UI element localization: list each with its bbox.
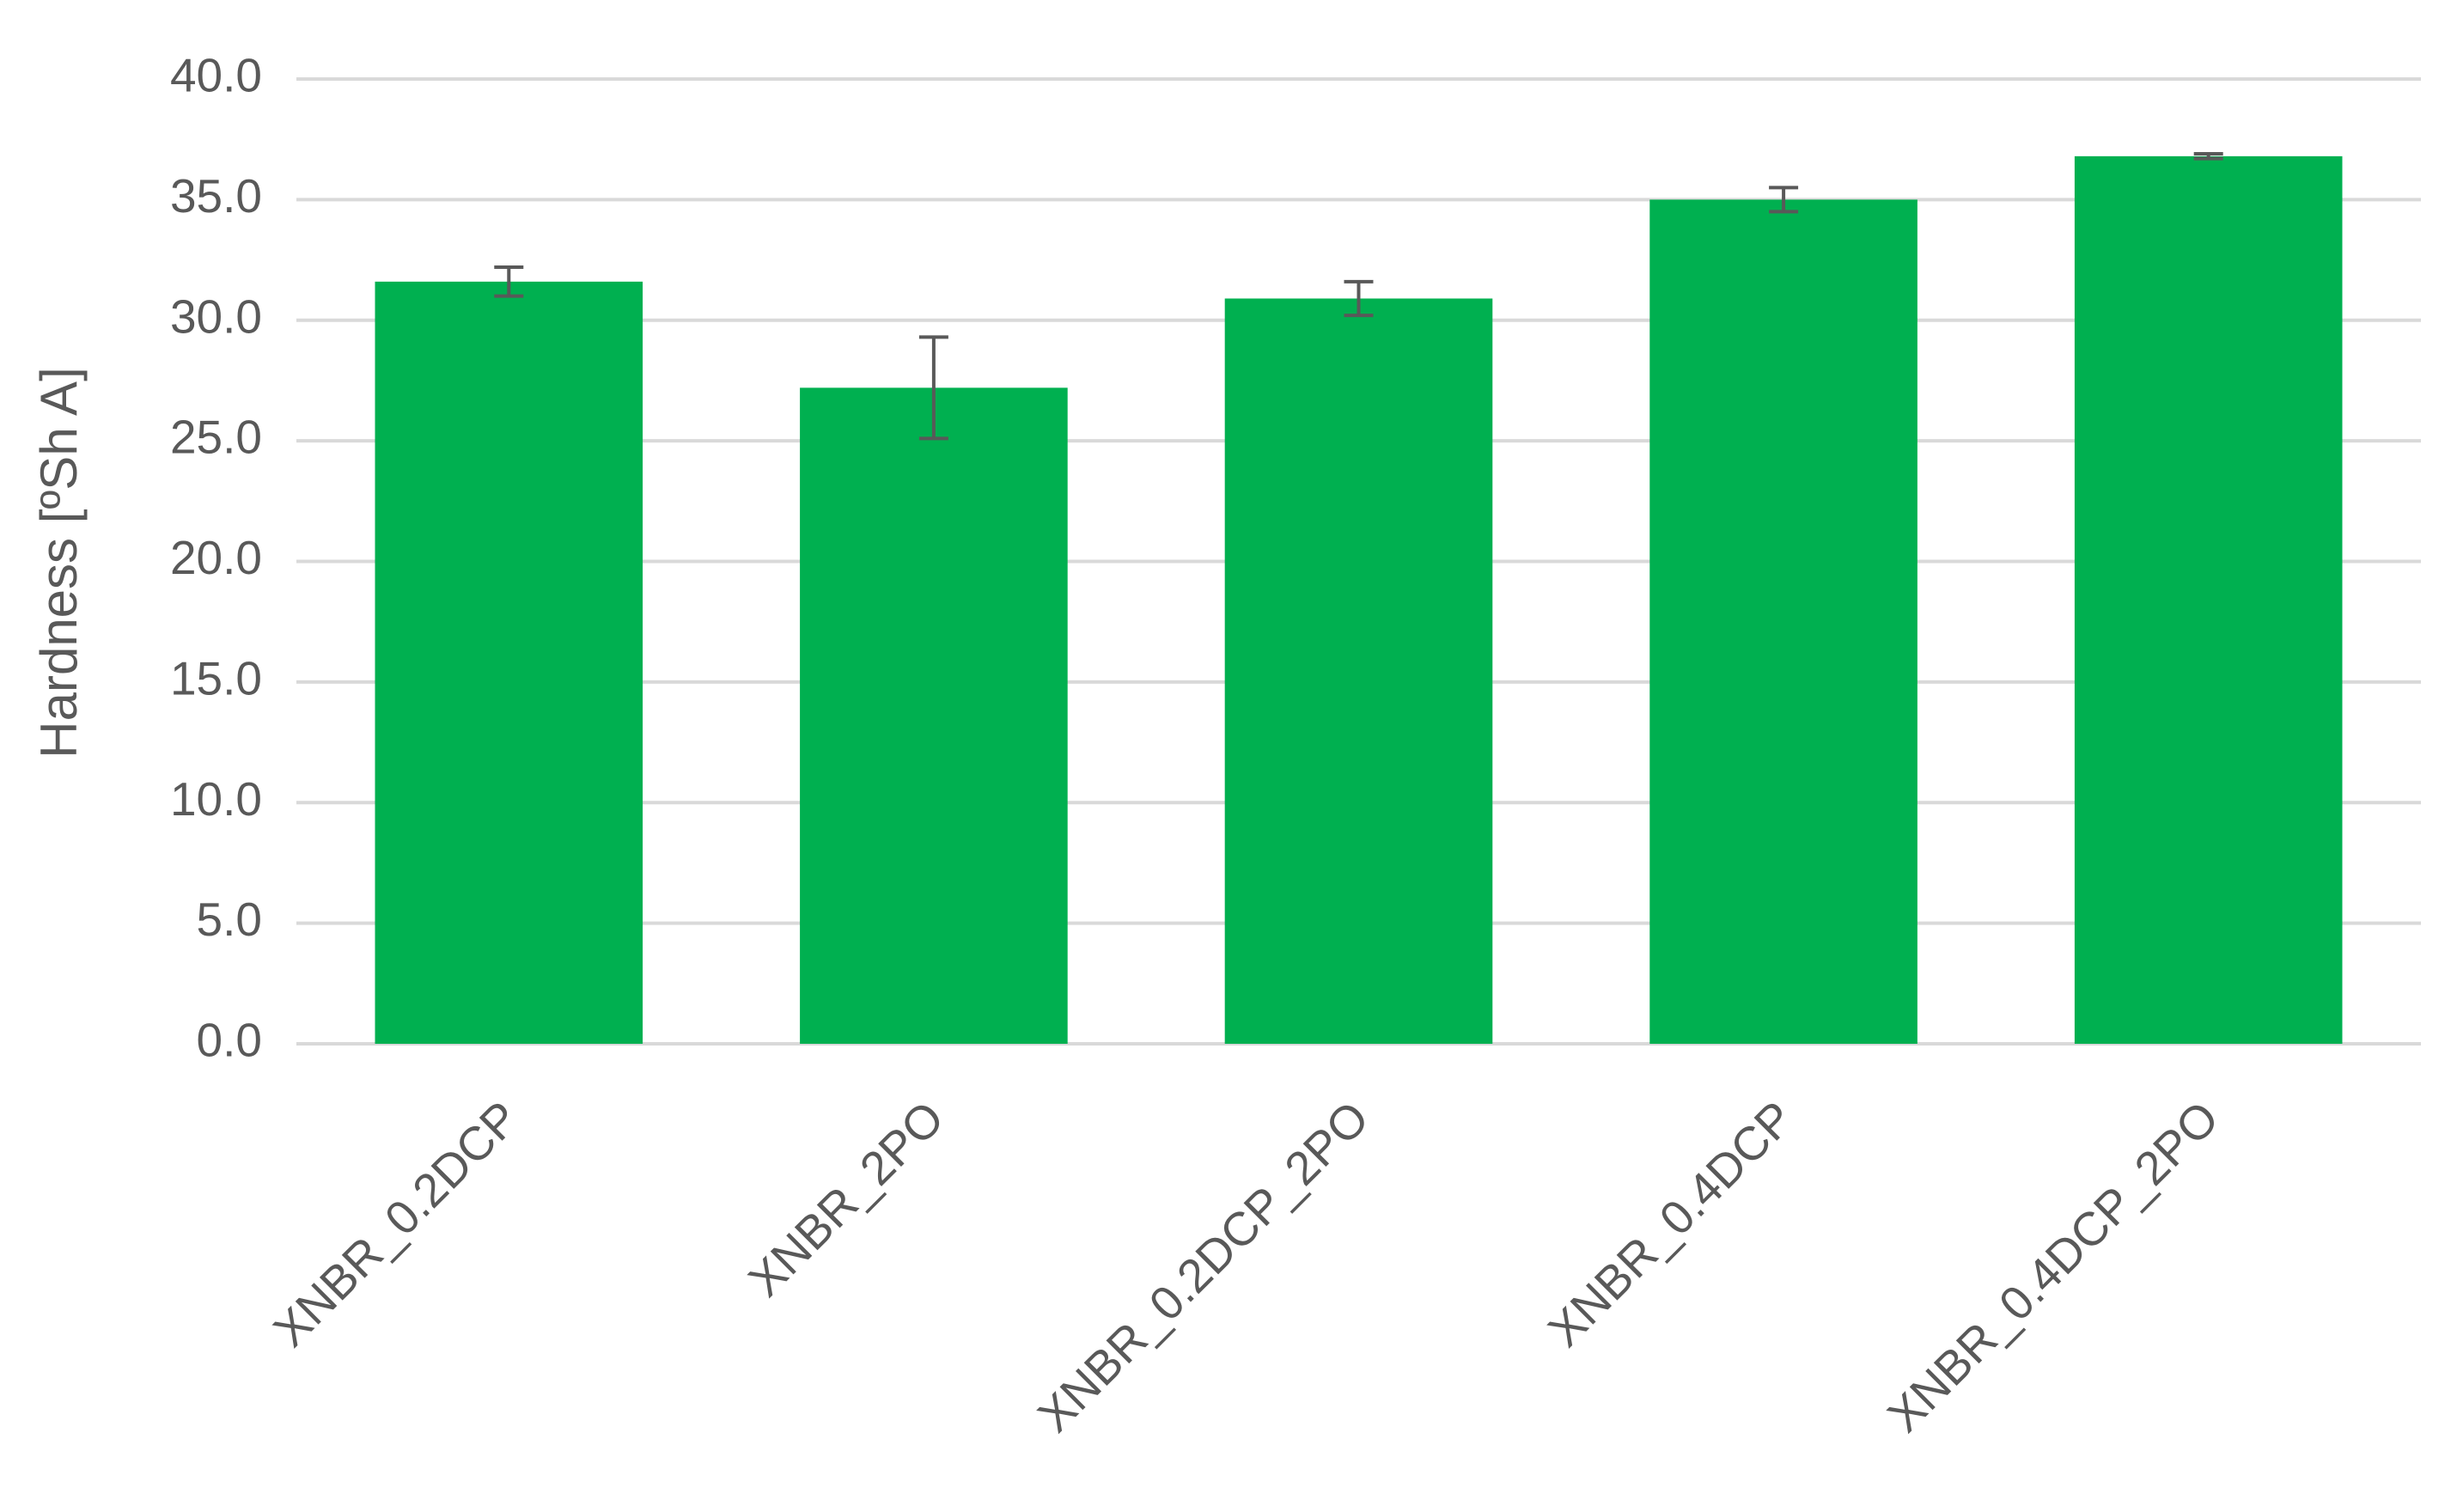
y-tick-label: 35.0 — [170, 169, 262, 223]
error-bar — [494, 265, 524, 298]
y-tick-label: 40.0 — [170, 49, 262, 102]
y-tick-label: 30.0 — [170, 290, 262, 343]
y-tick-label: 25.0 — [170, 411, 262, 464]
y-tick-label: 0.0 — [197, 1014, 262, 1067]
bar — [1649, 199, 1917, 1044]
error-bar — [2193, 152, 2223, 161]
bar — [2074, 155, 2343, 1045]
y-tick-label: 15.0 — [170, 651, 262, 704]
y-tick-label: 20.0 — [170, 531, 262, 584]
bar — [1224, 298, 1493, 1044]
bar — [375, 281, 643, 1045]
error-bar — [1769, 186, 1799, 214]
bar — [800, 387, 1068, 1044]
x-tick-label: XNBR_0.2DCP — [263, 1091, 529, 1357]
error-bar — [1344, 279, 1374, 318]
x-tick-label: XNBR_0.4DCP_2PO — [1877, 1091, 2228, 1442]
y-tick-label: 5.0 — [197, 893, 262, 946]
y-tick-label: 10.0 — [170, 772, 262, 826]
y-axis-title: Hardness [ºSh A] — [30, 367, 88, 758]
x-tick-label: XNBR_0.2DCP_2PO — [1027, 1091, 1379, 1442]
error-bar — [918, 335, 948, 441]
x-tick-label: XNBR_0.4DCP — [1538, 1091, 1804, 1357]
x-tick-label: XNBR_2PO — [738, 1091, 954, 1307]
